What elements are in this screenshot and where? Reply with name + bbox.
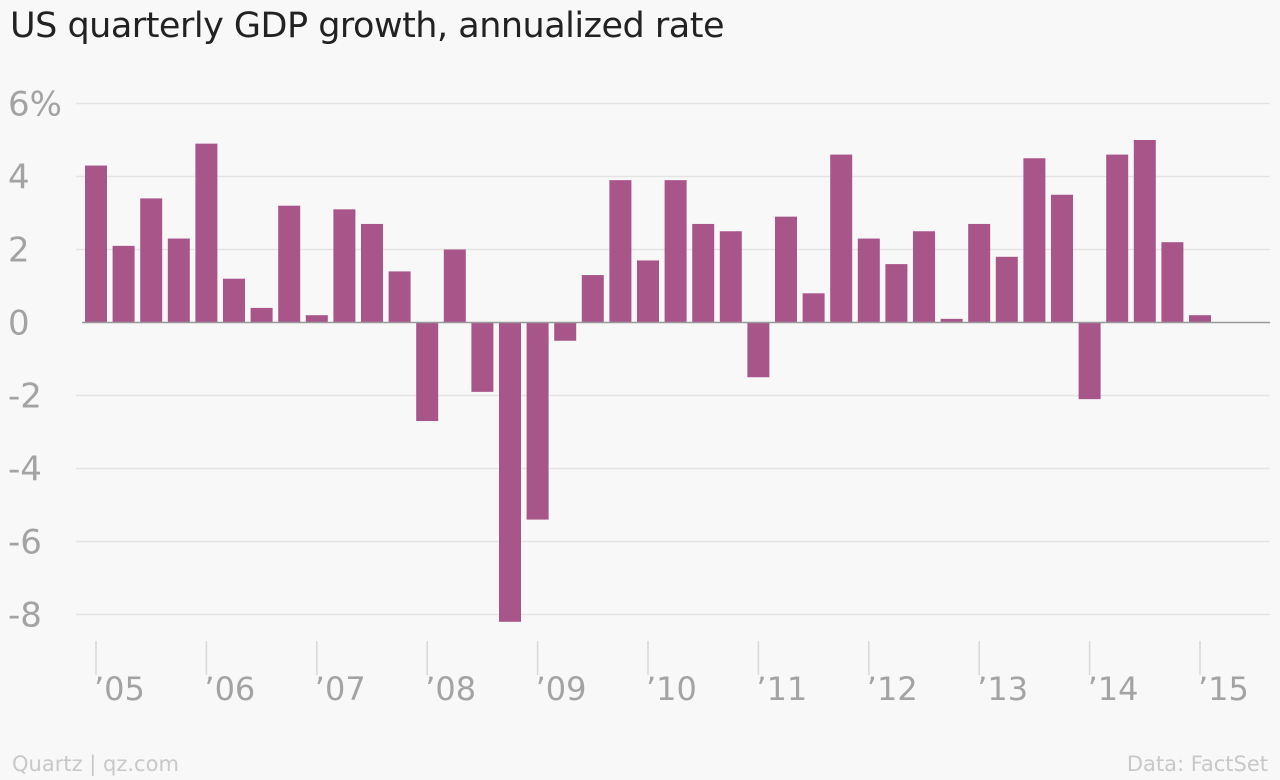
bar (388, 271, 411, 323)
bar (554, 322, 577, 341)
y-tick-label: -8 (8, 596, 42, 636)
bar (1161, 242, 1184, 323)
bar (1106, 154, 1129, 323)
y-tick-label: 6% (8, 85, 62, 125)
x-tick-label: ’11 (756, 670, 807, 708)
bar (333, 209, 356, 323)
bar (443, 249, 466, 323)
bar (526, 322, 549, 520)
bar (223, 278, 245, 323)
bar (195, 143, 218, 323)
bar (471, 322, 494, 392)
y-tick-label: 4 (8, 158, 30, 198)
bar (968, 223, 991, 323)
bar (692, 223, 715, 323)
bar (885, 264, 908, 323)
bar (995, 256, 1018, 323)
y-tick-label: -4 (8, 450, 42, 490)
x-tick-label: ’05 (94, 670, 145, 708)
bar (1051, 194, 1073, 323)
bar (167, 238, 190, 323)
bar (361, 223, 383, 323)
bar (775, 216, 797, 323)
bar (609, 180, 632, 323)
bar (85, 165, 107, 323)
bar (747, 322, 770, 378)
bar (140, 198, 163, 323)
bar (416, 322, 439, 422)
bar (250, 307, 273, 323)
bar (581, 275, 604, 323)
x-tick-label: ’09 (536, 670, 587, 708)
data-source: Data: FactSet (1126, 752, 1268, 776)
axes: 6% 4 2 0 -2 -4 -6 -8 ’05 ’06 ’07 ’08 ’09 ’10 ’11 ’12 ’13… (8, 85, 1270, 708)
bars (85, 140, 1211, 622)
bar (664, 180, 687, 323)
x-tick-label: ’10 (646, 670, 697, 708)
bar (1023, 158, 1046, 323)
bar (112, 245, 135, 323)
x-tick-label: ’12 (867, 670, 918, 708)
bar (278, 205, 301, 323)
y-tick-label: -2 (8, 377, 42, 417)
x-tick-label: ’15 (1198, 670, 1249, 708)
bar (305, 315, 328, 323)
source-credit: Quartz | qz.com (12, 752, 179, 776)
y-tick-label: -6 (8, 523, 42, 563)
bar (830, 154, 853, 323)
x-tick-label: ’08 (425, 670, 476, 708)
bar (940, 318, 963, 323)
bar (499, 322, 521, 622)
bar (802, 293, 825, 323)
y-tick-label: 0 (8, 304, 30, 344)
bar (1133, 140, 1156, 323)
bar (719, 231, 742, 323)
bar (913, 231, 935, 323)
bar (1189, 315, 1211, 323)
bar (1078, 322, 1101, 400)
x-tick-label: ’13 (977, 670, 1028, 708)
x-tick-label: ’14 (1088, 670, 1139, 708)
x-tick-label: ’06 (204, 670, 255, 708)
y-tick-label: 2 (8, 231, 30, 271)
chart-title: US quarterly GDP growth, annualized rate (10, 6, 724, 46)
x-tick-label: ’07 (315, 670, 366, 708)
bar (857, 238, 880, 323)
bar (637, 260, 659, 323)
